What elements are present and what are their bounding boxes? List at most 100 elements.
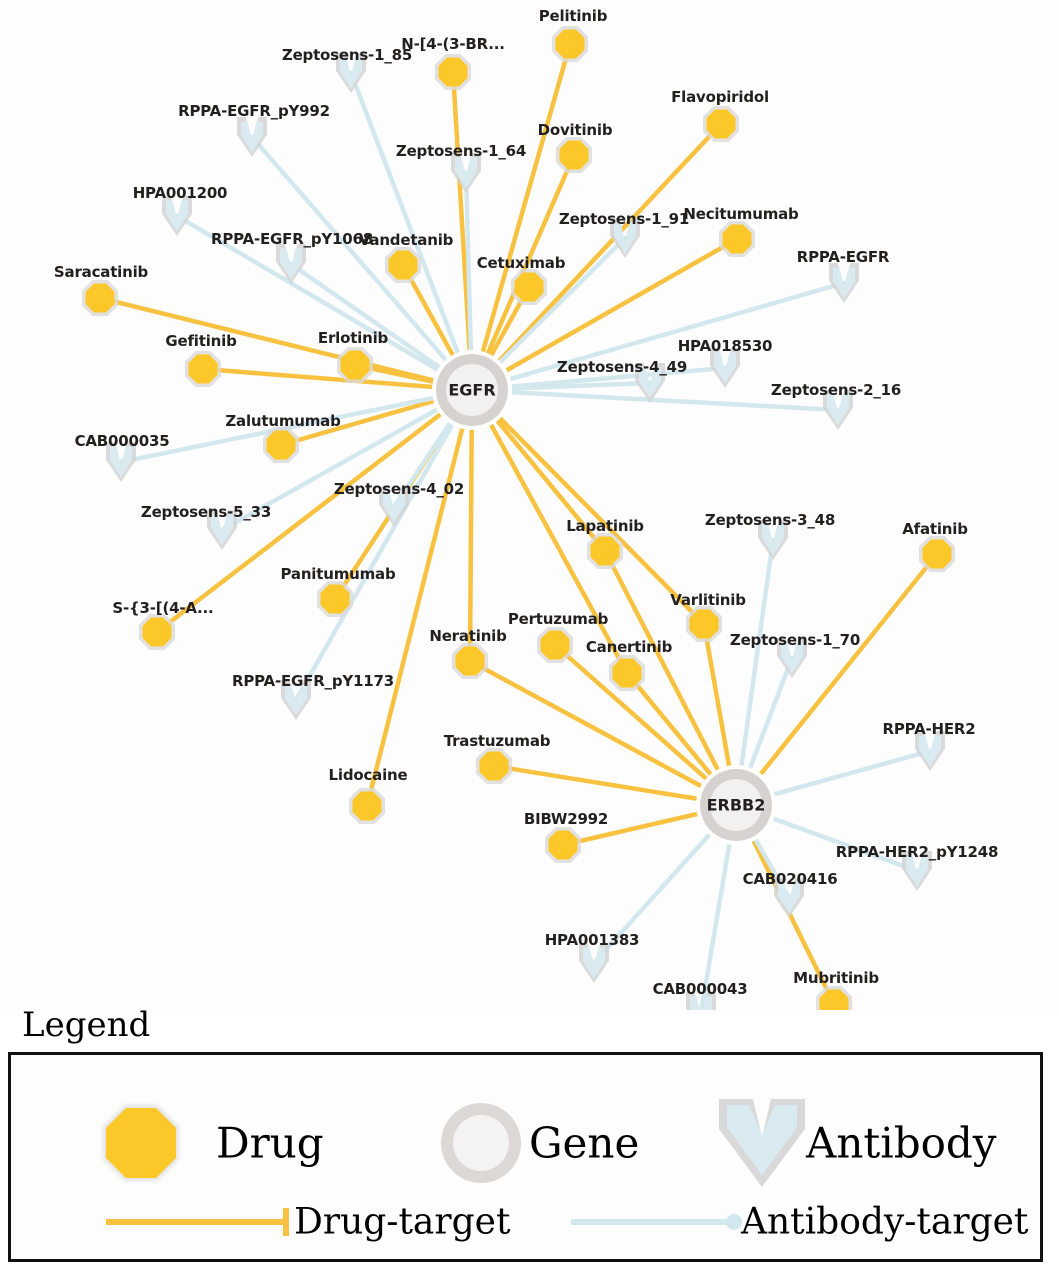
antibody-chevron-icon[interactable]	[902, 851, 932, 891]
legend-label-drug-target: Drug-target	[294, 1201, 511, 1243]
drug-octagon-icon[interactable]	[452, 643, 488, 679]
drug-octagon-icon[interactable]	[556, 137, 592, 173]
drug-octagon-icon[interactable]	[816, 986, 852, 1010]
node-label: Zeptosens-3_48	[704, 511, 836, 529]
drug-octagon-icon[interactable]	[435, 54, 471, 90]
drug-octagon-icon[interactable]	[545, 827, 581, 863]
drug-octagon-icon[interactable]	[609, 655, 645, 691]
drug-octagon-icon[interactable]	[719, 221, 755, 257]
node-label: Gefitinib	[165, 332, 237, 350]
legend-drug-octagon-icon	[103, 1105, 179, 1181]
antibody-chevron-icon[interactable]	[281, 680, 311, 720]
node-label: Zeptosens-2_16	[770, 381, 902, 399]
node-label: CAB020416	[742, 870, 838, 888]
node-label: RPPA-EGFR_pY1173	[232, 672, 394, 690]
node-label: Zeptosens-1_70	[729, 631, 861, 649]
legend-label-antibody-target: Antibody-target	[741, 1201, 1029, 1243]
edge-layer	[97, 41, 940, 1010]
gene-node-egfr[interactable]	[432, 350, 512, 430]
node-label: Varlitinib	[670, 591, 746, 609]
antibody-chevron-icon[interactable]	[106, 442, 136, 482]
drug-octagon-icon[interactable]	[703, 106, 739, 142]
node-label: ERBB2	[706, 795, 766, 815]
drug-octagon-icon[interactable]	[552, 26, 588, 62]
node-label: RPPA-HER2	[882, 720, 976, 738]
antibody-chevron-icon[interactable]	[823, 390, 853, 430]
antibody-chevron-icon[interactable]	[710, 348, 740, 388]
node-label: Lidocaine	[328, 766, 408, 784]
node-layer	[82, 26, 955, 1010]
node-label: HPA001383	[544, 931, 640, 949]
node-label: Mubritinib	[793, 969, 879, 987]
legend-antibody-chevron-icon	[719, 1099, 805, 1187]
node-label: Flavopiridol	[671, 88, 769, 106]
node-label: Neratinib	[429, 627, 507, 645]
drug-octagon-icon[interactable]	[476, 748, 512, 784]
drug-octagon-icon[interactable]	[537, 627, 573, 663]
antibody-chevron-icon[interactable]	[610, 218, 640, 258]
node-label: HPA018530	[677, 337, 773, 355]
node-label: Pelitinib	[538, 7, 608, 25]
node-label: Zeptosens-5_33	[140, 503, 272, 521]
node-label: N-[4-(3-BR...	[401, 35, 505, 53]
drug-octagon-icon[interactable]	[511, 269, 547, 305]
antibody-chevron-icon[interactable]	[915, 731, 945, 771]
legend-symbols	[103, 1099, 805, 1236]
antibody-chevron-icon[interactable]	[336, 53, 366, 93]
antibody-chevron-icon[interactable]	[777, 638, 807, 678]
node-label: Zeptosens-4_02	[333, 480, 465, 498]
node-label: Necitumumab	[683, 205, 799, 223]
antibody-chevron-icon[interactable]	[379, 487, 409, 527]
antibody-chevron-icon[interactable]	[237, 117, 267, 157]
drug-octagon-icon[interactable]	[919, 536, 955, 572]
node-label: Vandetanib	[358, 231, 454, 249]
node-label: EGFR	[448, 380, 496, 400]
legend-title: Legend	[22, 1005, 151, 1045]
node-label: RPPA-HER2_pY1248	[835, 843, 999, 861]
node-label: S-{3-[(4-A...	[112, 599, 214, 617]
drug-octagon-icon[interactable]	[317, 581, 353, 617]
drug-octagon-icon[interactable]	[587, 533, 623, 569]
node-label: RPPA-EGFR_pY1068	[211, 230, 373, 248]
legend-gene-circle-icon	[441, 1103, 521, 1183]
antibody-chevron-icon[interactable]	[579, 943, 609, 983]
drug-octagon-icon[interactable]	[349, 788, 385, 824]
antibody-chevron-icon[interactable]	[207, 510, 237, 550]
node-label: Saracatinib	[53, 263, 149, 281]
node-label: RPPA-EGFR	[796, 248, 890, 266]
node-label: BIBW2992	[523, 810, 609, 828]
node-label: Zeptosens-1_64	[395, 142, 527, 160]
antibody-chevron-icon[interactable]	[758, 520, 788, 560]
node-label: Zalutumumab	[225, 412, 341, 430]
node-label: Lapatinib	[566, 517, 644, 535]
drug-octagon-icon[interactable]	[82, 280, 118, 316]
gene-node-erbb2[interactable]	[696, 765, 776, 845]
drug-octagon-icon[interactable]	[139, 614, 175, 650]
drug-octagon-icon[interactable]	[686, 606, 722, 642]
node-label: HPA001200	[132, 184, 228, 202]
node-label: CAB000043	[652, 980, 748, 998]
node-label: Panitumumab	[280, 565, 396, 583]
drug-octagon-icon[interactable]	[185, 351, 221, 387]
legend-label-antibody: Antibody	[806, 1118, 997, 1168]
antibody-chevron-icon[interactable]	[162, 196, 192, 236]
node-label: Dovitinib	[537, 121, 613, 139]
antibody-chevron-icon[interactable]	[686, 992, 716, 1010]
node-label: Zeptosens-1_91	[558, 210, 690, 228]
node-label: Zeptosens-1_85	[281, 46, 413, 64]
antibody-chevron-icon[interactable]	[774, 878, 804, 918]
node-label: Cetuximab	[476, 254, 566, 272]
antibody-chevron-icon[interactable]	[635, 363, 665, 403]
antibody-chevron-icon[interactable]	[451, 153, 481, 193]
node-label: CAB000035	[74, 432, 170, 450]
node-label: Pertuzumab	[507, 610, 609, 628]
node-label: Zeptosens-4_49	[556, 358, 688, 376]
drug-octagon-icon[interactable]	[263, 427, 299, 463]
network-canvas[interactable]: Zeptosens-1_85 RPPA-EGFR_pY992 Zeptosens-1…	[0, 0, 1059, 1010]
antibody-chevron-icon[interactable]	[829, 263, 859, 303]
drug-octagon-icon[interactable]	[337, 347, 373, 383]
antibody-chevron-icon[interactable]	[276, 244, 306, 284]
node-label: Canertinib	[585, 638, 673, 656]
drug-octagon-icon[interactable]	[385, 247, 421, 283]
